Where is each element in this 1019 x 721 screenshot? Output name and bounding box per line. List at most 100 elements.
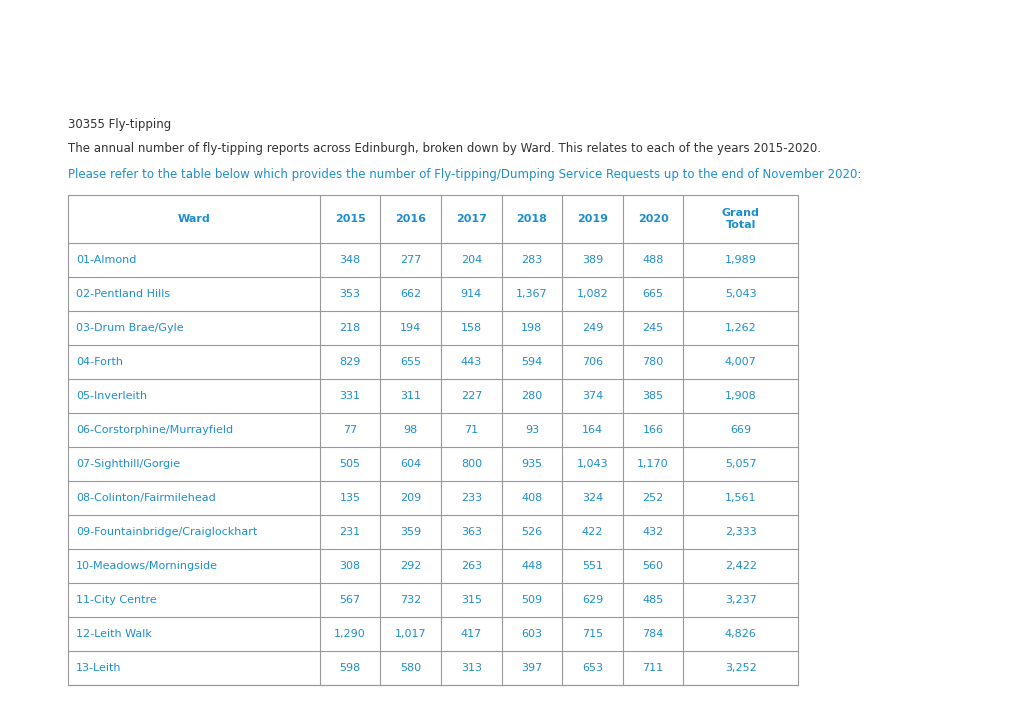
Text: 417: 417 xyxy=(461,629,482,639)
Text: 194: 194 xyxy=(399,323,421,333)
Text: 408: 408 xyxy=(521,493,542,503)
Text: 374: 374 xyxy=(581,391,602,401)
Text: 2019: 2019 xyxy=(577,214,607,224)
Text: 2018: 2018 xyxy=(516,214,547,224)
Text: 292: 292 xyxy=(399,561,421,571)
Text: 331: 331 xyxy=(339,391,361,401)
Bar xyxy=(68,195,797,685)
Text: 252: 252 xyxy=(642,493,663,503)
Text: 77: 77 xyxy=(342,425,357,435)
Text: 348: 348 xyxy=(339,255,361,265)
Text: 02-Pentland Hills: 02-Pentland Hills xyxy=(76,289,170,299)
Text: 629: 629 xyxy=(581,595,602,605)
Text: 135: 135 xyxy=(339,493,361,503)
Text: 277: 277 xyxy=(399,255,421,265)
Text: 488: 488 xyxy=(642,255,663,265)
Text: 98: 98 xyxy=(404,425,418,435)
Text: 594: 594 xyxy=(521,357,542,367)
Text: 313: 313 xyxy=(461,663,481,673)
Text: 560: 560 xyxy=(642,561,663,571)
Text: 4,007: 4,007 xyxy=(725,357,756,367)
Text: 567: 567 xyxy=(339,595,361,605)
Text: 1,262: 1,262 xyxy=(725,323,756,333)
Text: 655: 655 xyxy=(399,357,421,367)
Text: 03-Drum Brae/Gyle: 03-Drum Brae/Gyle xyxy=(76,323,183,333)
Text: 245: 245 xyxy=(642,323,663,333)
Text: 3,237: 3,237 xyxy=(725,595,756,605)
Text: 198: 198 xyxy=(521,323,542,333)
Text: 158: 158 xyxy=(461,323,481,333)
Text: 01-Almond: 01-Almond xyxy=(76,255,137,265)
Text: 13-Leith: 13-Leith xyxy=(76,663,121,673)
Text: 914: 914 xyxy=(461,289,482,299)
Text: 1,989: 1,989 xyxy=(725,255,756,265)
Text: 653: 653 xyxy=(582,663,602,673)
Text: 780: 780 xyxy=(642,357,663,367)
Text: 166: 166 xyxy=(642,425,663,435)
Text: 11-City Centre: 11-City Centre xyxy=(76,595,157,605)
Text: 1,043: 1,043 xyxy=(576,459,607,469)
Text: 280: 280 xyxy=(521,391,542,401)
Text: 71: 71 xyxy=(464,425,478,435)
Text: 432: 432 xyxy=(642,527,663,537)
Text: 935: 935 xyxy=(521,459,542,469)
Text: 580: 580 xyxy=(399,663,421,673)
Text: 2016: 2016 xyxy=(394,214,426,224)
Text: 4,826: 4,826 xyxy=(725,629,756,639)
Text: 353: 353 xyxy=(339,289,361,299)
Text: 209: 209 xyxy=(399,493,421,503)
Text: 30355 Fly-tipping: 30355 Fly-tipping xyxy=(68,118,171,131)
Text: 308: 308 xyxy=(339,561,361,571)
Text: 08-Colinton/Fairmilehead: 08-Colinton/Fairmilehead xyxy=(76,493,216,503)
Text: 359: 359 xyxy=(399,527,421,537)
Text: 263: 263 xyxy=(461,561,481,571)
Text: Ward: Ward xyxy=(177,214,210,224)
Text: 443: 443 xyxy=(461,357,482,367)
Text: 665: 665 xyxy=(642,289,663,299)
Text: 485: 485 xyxy=(642,595,663,605)
Text: 311: 311 xyxy=(399,391,421,401)
Text: 07-Sighthill/Gorgie: 07-Sighthill/Gorgie xyxy=(76,459,180,469)
Text: Grand
Total: Grand Total xyxy=(721,208,759,230)
Text: 800: 800 xyxy=(461,459,481,469)
Text: 06-Corstorphine/Murrayfield: 06-Corstorphine/Murrayfield xyxy=(76,425,233,435)
Text: 164: 164 xyxy=(582,425,602,435)
Text: 385: 385 xyxy=(642,391,663,401)
Text: 1,290: 1,290 xyxy=(334,629,366,639)
Text: 09-Fountainbridge/Craiglockhart: 09-Fountainbridge/Craiglockhart xyxy=(76,527,257,537)
Text: 1,170: 1,170 xyxy=(637,459,668,469)
Text: 363: 363 xyxy=(461,527,481,537)
Text: 5,043: 5,043 xyxy=(725,289,756,299)
Text: 04-Forth: 04-Forth xyxy=(76,357,123,367)
Text: 3,252: 3,252 xyxy=(725,663,756,673)
Text: 662: 662 xyxy=(399,289,421,299)
Text: 1,017: 1,017 xyxy=(394,629,426,639)
Text: 732: 732 xyxy=(399,595,421,605)
Text: 706: 706 xyxy=(582,357,602,367)
Text: 227: 227 xyxy=(461,391,482,401)
Text: 603: 603 xyxy=(521,629,542,639)
Text: The annual number of fly-tipping reports across Edinburgh, broken down by Ward. : The annual number of fly-tipping reports… xyxy=(68,142,820,155)
Text: 12-Leith Walk: 12-Leith Walk xyxy=(76,629,152,639)
Text: 233: 233 xyxy=(461,493,481,503)
Text: 526: 526 xyxy=(521,527,542,537)
Text: 784: 784 xyxy=(642,629,663,639)
Text: 10-Meadows/Morningside: 10-Meadows/Morningside xyxy=(76,561,218,571)
Text: Please refer to the table below which provides the number of Fly-tipping/Dumping: Please refer to the table below which pr… xyxy=(68,168,860,181)
Text: 5,057: 5,057 xyxy=(725,459,756,469)
Text: 448: 448 xyxy=(521,561,542,571)
Text: 711: 711 xyxy=(642,663,663,673)
Text: 204: 204 xyxy=(461,255,482,265)
Text: 05-Inverleith: 05-Inverleith xyxy=(76,391,147,401)
Text: 283: 283 xyxy=(521,255,542,265)
Text: 2,422: 2,422 xyxy=(723,561,756,571)
Text: 1,561: 1,561 xyxy=(725,493,756,503)
Text: 505: 505 xyxy=(339,459,361,469)
Text: 604: 604 xyxy=(399,459,421,469)
Text: 397: 397 xyxy=(521,663,542,673)
Text: 1,082: 1,082 xyxy=(576,289,607,299)
Text: 551: 551 xyxy=(582,561,602,571)
Text: 669: 669 xyxy=(730,425,751,435)
Text: 2,333: 2,333 xyxy=(725,527,756,537)
Text: 218: 218 xyxy=(339,323,361,333)
